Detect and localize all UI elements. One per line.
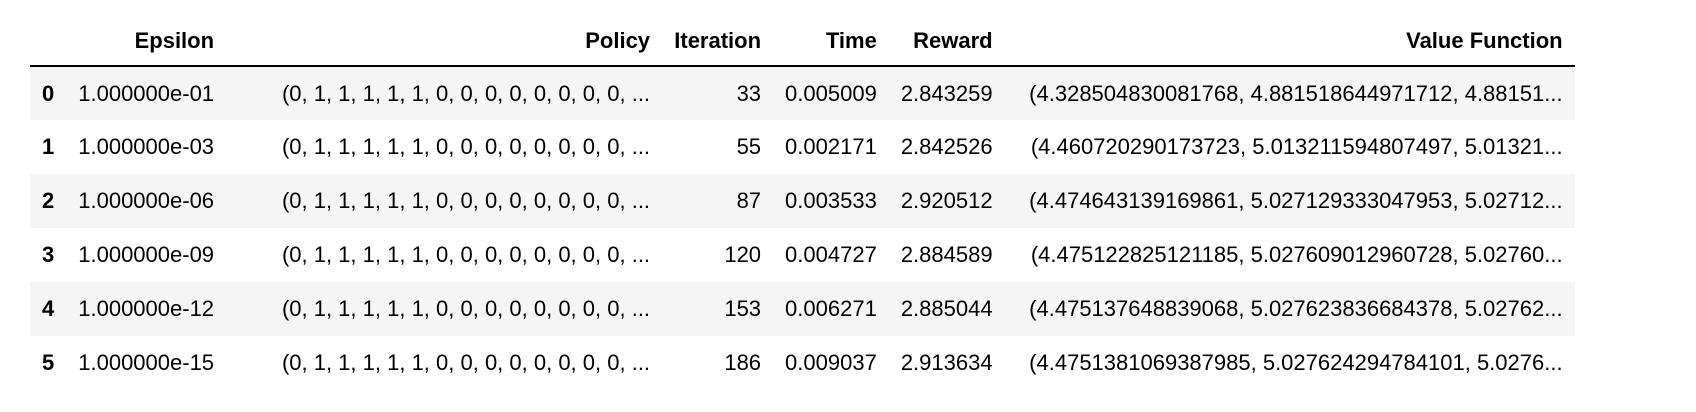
cell-time: 0.003533	[785, 188, 877, 213]
row-index: 5	[42, 350, 55, 375]
row-index: 4	[42, 296, 55, 321]
row-index: 3	[42, 242, 55, 267]
cell-reward: 2.884589	[900, 242, 993, 267]
dataframe-table: Epsilon Policy Iteration Time Reward Val…	[30, 16, 1575, 390]
cell-value-function: (4.475122825121185, 5.027609012960728, 5…	[1030, 242, 1563, 267]
cell-policy: (0, 1, 1, 1, 1, 1, 0, 0, 0, 0, 0, 0, 0, …	[281, 188, 651, 213]
header-policy: Policy	[226, 16, 663, 67]
cell-epsilon: 1.000000e-03	[78, 134, 215, 159]
cell-value-function: (4.328504830081768, 4.881518644971712, 4…	[1029, 80, 1563, 106]
table-row: 4 1.000000e-12 (0, 1, 1, 1, 1, 1, 0, 0, …	[30, 282, 1575, 336]
cell-time: 0.005009	[785, 80, 877, 106]
table-row: 3 1.000000e-09 (0, 1, 1, 1, 1, 1, 0, 0, …	[30, 228, 1575, 282]
cell-iteration: 186	[724, 350, 762, 375]
header-epsilon: Epsilon	[66, 16, 227, 67]
table-row: 0 1.000000e-01 (0, 1, 1, 1, 1, 1, 0, 0, …	[30, 66, 1575, 120]
cell-reward: 2.842526	[900, 134, 993, 159]
cell-iteration: 33	[736, 80, 762, 106]
header-value-function: Value Function	[1004, 16, 1575, 67]
row-index: 1	[42, 134, 55, 159]
table-row: 1 1.000000e-03 (0, 1, 1, 1, 1, 1, 0, 0, …	[30, 120, 1575, 174]
cell-reward: 2.913634	[900, 350, 993, 375]
cell-epsilon: 1.000000e-15	[78, 350, 215, 375]
cell-time: 0.002171	[785, 134, 877, 159]
cell-policy: (0, 1, 1, 1, 1, 1, 0, 0, 0, 0, 0, 0, 0, …	[281, 242, 651, 267]
cell-epsilon: 1.000000e-09	[78, 242, 215, 267]
cell-epsilon: 1.000000e-01	[78, 80, 215, 106]
cell-policy: (0, 1, 1, 1, 1, 1, 0, 0, 0, 0, 0, 0, 0, …	[281, 134, 651, 159]
row-index: 2	[42, 188, 55, 213]
header-time: Time	[773, 16, 889, 67]
dataframe-output: Epsilon Policy Iteration Time Reward Val…	[30, 16, 1575, 390]
cell-value-function: (4.474643139169861, 5.027129333047953, 5…	[1029, 188, 1563, 213]
cell-policy: (0, 1, 1, 1, 1, 1, 0, 0, 0, 0, 0, 0, 0, …	[281, 296, 651, 321]
cell-epsilon: 1.000000e-12	[78, 296, 215, 321]
cell-reward: 2.920512	[900, 188, 993, 213]
cell-iteration: 153	[724, 296, 762, 321]
table-row: 2 1.000000e-06 (0, 1, 1, 1, 1, 1, 0, 0, …	[30, 174, 1575, 228]
header-reward: Reward	[888, 16, 1005, 67]
cell-time: 0.009037	[785, 350, 877, 375]
row-index: 0	[42, 80, 55, 106]
cell-iteration: 55	[736, 134, 762, 159]
cell-value-function: (4.460720290173723, 5.013211594807497, 5…	[1030, 134, 1563, 159]
header-iteration: Iteration	[662, 16, 774, 67]
cell-policy: (0, 1, 1, 1, 1, 1, 0, 0, 0, 0, 0, 0, 0, …	[281, 350, 651, 375]
cell-epsilon: 1.000000e-06	[78, 188, 215, 213]
cell-value-function: (4.4751381069387985, 5.027624294784101, …	[1029, 350, 1563, 375]
cell-value-function: (4.475137648839068, 5.027623836684378, 5…	[1029, 296, 1563, 321]
cell-reward: 2.843259	[900, 80, 993, 106]
header-row: Epsilon Policy Iteration Time Reward Val…	[30, 16, 1575, 67]
cell-time: 0.006271	[785, 296, 877, 321]
table-row: 5 1.000000e-15 (0, 1, 1, 1, 1, 1, 0, 0, …	[30, 336, 1575, 390]
cell-iteration: 87	[736, 188, 762, 213]
cell-time: 0.004727	[785, 242, 877, 267]
index-header	[30, 16, 67, 67]
cell-reward: 2.885044	[900, 296, 993, 321]
cell-policy: (0, 1, 1, 1, 1, 1, 0, 0, 0, 0, 0, 0, 0, …	[281, 80, 651, 106]
cell-iteration: 120	[724, 242, 762, 267]
